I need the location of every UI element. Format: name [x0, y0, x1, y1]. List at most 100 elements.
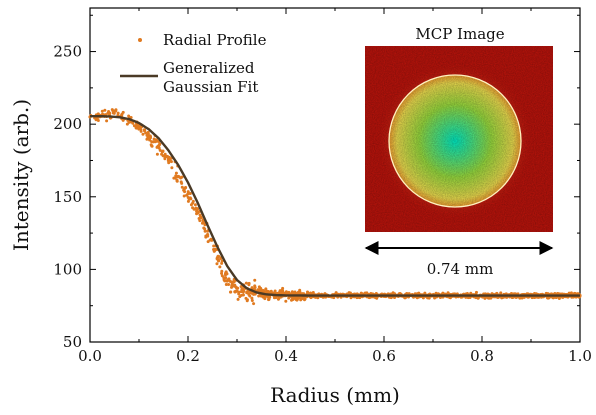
scatter-point: [114, 108, 118, 112]
scatter-point: [256, 288, 260, 292]
y-tick-label: 50: [63, 333, 82, 351]
scatter-point: [186, 199, 190, 203]
scatter-point: [220, 259, 224, 263]
scatter-point: [156, 145, 160, 149]
y-axis: 50 100 150 200 250: [53, 14, 580, 351]
scatter-point: [226, 278, 230, 282]
scatter-point: [239, 290, 243, 294]
scatter-point: [183, 190, 187, 194]
scatter-point: [223, 271, 227, 275]
x-tick-label: 0.4: [274, 347, 298, 365]
scatter-point: [224, 283, 228, 287]
scatter-point: [158, 148, 162, 152]
scatter-point: [233, 284, 237, 288]
scatter-point: [150, 144, 154, 148]
y-tick-label: 100: [53, 260, 82, 278]
x-tick-label: 0.8: [470, 347, 494, 365]
scatter-point: [150, 140, 154, 144]
scatter-point: [474, 290, 478, 294]
scatter-point: [533, 292, 537, 296]
scatter-point: [423, 291, 427, 295]
scatter-point: [302, 298, 306, 302]
legend: Radial Profile Generalized Gaussian Fit: [120, 31, 267, 96]
scatter-point: [553, 291, 557, 295]
scatter-point: [116, 111, 120, 115]
scatter-point: [247, 283, 251, 287]
x-tick-label: 1.0: [568, 347, 592, 365]
scatter-point: [237, 290, 241, 294]
scatter-point: [241, 293, 245, 297]
x-tick-label: 0.2: [176, 347, 200, 365]
scatter-point: [220, 261, 224, 265]
scatter-point: [143, 128, 147, 132]
scatter-point: [281, 286, 285, 290]
scatter-point: [278, 289, 282, 293]
scatter-point: [201, 219, 205, 223]
scatter-point: [153, 140, 157, 144]
scatter-point: [136, 124, 140, 128]
scatter-point: [121, 110, 125, 114]
scatter-point: [186, 190, 190, 194]
scatter-point: [180, 185, 184, 189]
scatter-point: [235, 286, 239, 290]
scatter-point: [193, 203, 197, 207]
inset-title: MCP Image: [415, 25, 504, 43]
scatter-point: [236, 297, 240, 301]
scatter-point: [547, 296, 551, 300]
scatter-point: [499, 291, 503, 295]
scatter-point: [474, 296, 478, 300]
scatter-point: [139, 129, 143, 133]
scatter-point: [252, 292, 256, 296]
scatter-point: [483, 296, 487, 300]
scatter-point: [284, 299, 288, 303]
scatter-point: [234, 289, 238, 293]
scatter-point: [177, 175, 181, 179]
scatter-point: [182, 194, 186, 198]
scatter-point: [363, 291, 367, 295]
scatter-point: [239, 285, 243, 289]
x-axis-label: Radius (mm): [270, 383, 400, 407]
scatter-point: [248, 294, 252, 298]
scatter-point: [203, 229, 207, 233]
legend-scatter-label: Radial Profile: [163, 31, 267, 49]
scatter-point: [103, 108, 107, 112]
scatter-point: [195, 210, 199, 214]
scatter-point: [487, 296, 491, 300]
scatter-point: [263, 297, 267, 301]
inset-scale-caption: 0.74 mm: [427, 260, 494, 278]
scatter-point: [218, 265, 222, 269]
scatter-point: [244, 296, 248, 300]
scatter-point: [229, 290, 233, 294]
scatter-point: [250, 296, 254, 300]
scatter-point: [267, 298, 271, 302]
scatter-point: [167, 155, 171, 159]
scatter-point: [299, 298, 303, 302]
scatter-point: [152, 137, 156, 141]
scatter-point: [167, 161, 171, 165]
scatter-point: [213, 249, 217, 253]
scatter-point: [161, 149, 165, 153]
fit-series: [90, 114, 580, 297]
scatter-point: [198, 213, 202, 217]
scatter-point: [185, 193, 189, 197]
x-axis: 0.0 0.2 0.4 0.6 0.8 1.0: [78, 8, 592, 365]
scatter-point: [148, 138, 152, 142]
scatter-point: [188, 191, 192, 195]
scatter-point: [476, 296, 480, 300]
y-tick-label: 200: [53, 115, 82, 133]
scatter-point: [290, 295, 294, 299]
scatter-point: [238, 295, 242, 299]
scatter-point: [199, 216, 203, 220]
scatter-point: [290, 290, 294, 294]
scatter-point: [253, 286, 257, 290]
scatter-point: [217, 259, 221, 263]
scatter-point: [277, 296, 281, 300]
scatter-point: [138, 126, 142, 130]
scatter-point: [264, 287, 268, 291]
scatter-point: [300, 296, 304, 300]
scatter-point: [108, 111, 112, 115]
scatter-point: [197, 216, 201, 220]
scatter-point: [215, 262, 219, 266]
scatter-point: [446, 291, 450, 295]
